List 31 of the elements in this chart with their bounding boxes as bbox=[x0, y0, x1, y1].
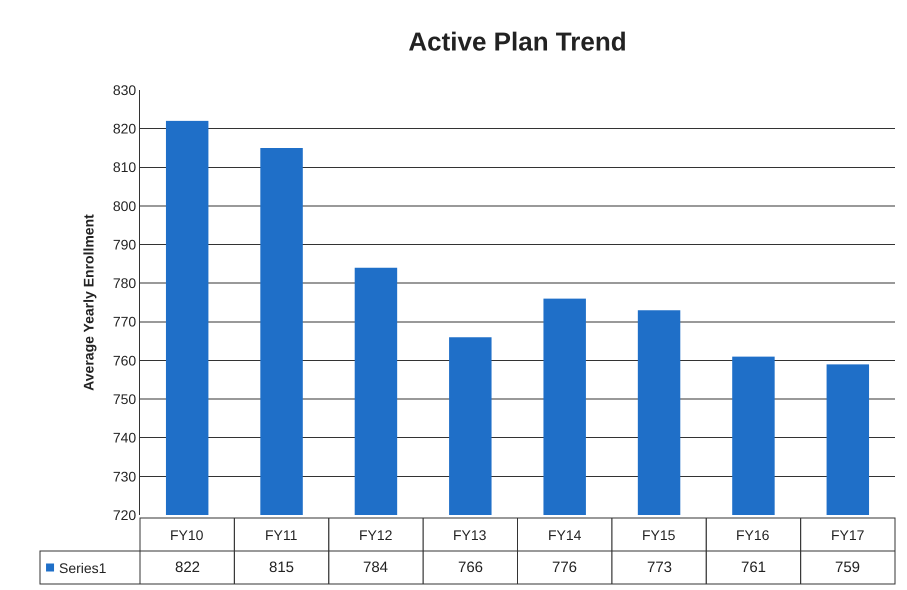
x-tick-label: FY13 bbox=[453, 527, 487, 543]
data-label: 759 bbox=[835, 559, 860, 576]
y-tick-label: 760 bbox=[112, 352, 136, 368]
x-tick-label: FY15 bbox=[642, 527, 676, 543]
legend-label: Series1 bbox=[59, 560, 107, 576]
data-label: 822 bbox=[175, 559, 200, 576]
y-tick-label: 770 bbox=[112, 314, 136, 330]
y-tick-label: 790 bbox=[112, 236, 136, 252]
y-tick-label: 730 bbox=[112, 468, 136, 484]
y-tick-label: 800 bbox=[112, 198, 136, 214]
y-tick-label: 810 bbox=[112, 159, 136, 176]
data-label: 766 bbox=[458, 559, 484, 576]
x-tick-label: FY14 bbox=[548, 527, 582, 543]
y-tick-label: 820 bbox=[112, 120, 136, 137]
data-label: 815 bbox=[269, 559, 294, 576]
x-tick-label: FY10 bbox=[170, 527, 204, 543]
y-tick-label: 740 bbox=[112, 430, 136, 446]
x-tick-label: FY11 bbox=[265, 527, 298, 543]
x-tick-label: FY12 bbox=[359, 527, 393, 543]
data-label: 761 bbox=[741, 559, 766, 576]
x-tick-label: FY16 bbox=[736, 527, 770, 543]
data-label: 784 bbox=[363, 559, 388, 576]
chart-title: Active Plan Trend bbox=[408, 26, 627, 56]
data-label: 773 bbox=[647, 559, 672, 576]
y-tick-label: 780 bbox=[112, 275, 136, 292]
y-tick-label: 750 bbox=[112, 390, 136, 407]
y-axis-title: Average Yearly Enrollment bbox=[80, 214, 96, 391]
data-label: 776 bbox=[552, 559, 578, 576]
x-tick-label: FY17 bbox=[831, 527, 865, 543]
y-tick-label: 830 bbox=[112, 82, 136, 98]
y-tick-label: 720 bbox=[112, 506, 136, 523]
